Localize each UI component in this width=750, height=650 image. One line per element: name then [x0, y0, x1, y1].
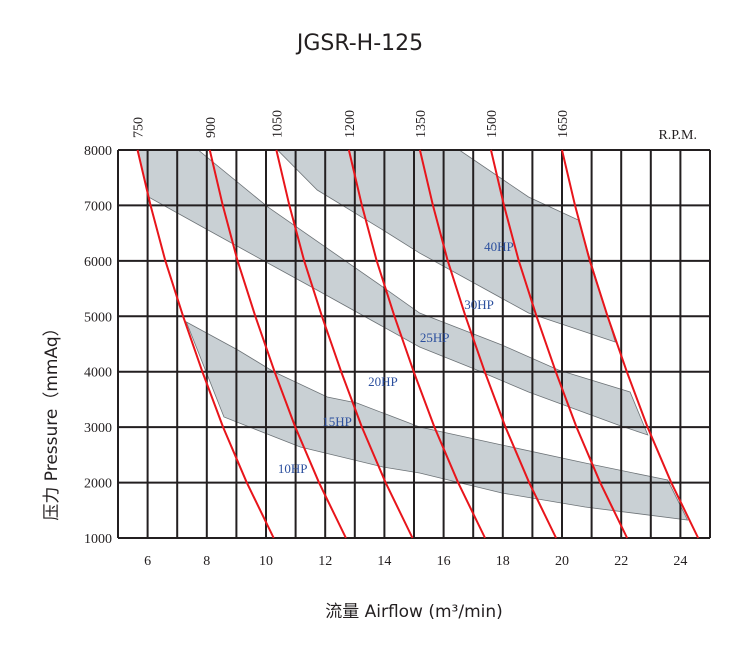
labels: 750 900 1050 1200 1350 1500 1650 6 8 10 12 14 16 18 20…: [84, 110, 687, 569]
rpm-curves: [136, 149, 700, 539]
chart-title: JGSR-H-125: [295, 31, 423, 56]
x-tick-label: 10: [259, 554, 273, 569]
rpm-label: 1350: [414, 110, 429, 138]
rpm-curve-750: [136, 149, 275, 539]
rpm-label: 1050: [270, 110, 285, 138]
y-tick-label: 2000: [84, 477, 112, 492]
x-tick-label: 12: [318, 554, 332, 569]
hp-label: 25HP: [420, 330, 450, 345]
y-axis-label: 压力 Pressure（mmAq）: [42, 319, 62, 520]
rpm-label: 900: [204, 117, 219, 138]
rpm-label: 1200: [343, 110, 358, 138]
y-tick-label: 7000: [84, 199, 112, 214]
x-axis-label: 流量 Airflow (m³/min): [325, 602, 503, 622]
hp-label: 40HP: [484, 239, 514, 254]
x-tick-label: 22: [614, 554, 628, 569]
rpm-curve-1050: [275, 149, 414, 539]
rpm-curve-1500: [489, 149, 629, 539]
rpm-label: 1650: [556, 110, 571, 138]
x-tick-label: 24: [673, 554, 687, 569]
x-tick-label: 18: [496, 554, 510, 569]
hp-label: 10HP: [278, 461, 308, 476]
hp-band: [276, 149, 616, 343]
rpm-curve-1200: [347, 149, 486, 539]
grid: [117, 149, 711, 539]
y-tick-label: 1000: [84, 532, 112, 547]
rpm-label: 1500: [485, 110, 500, 138]
rpm-curve-1650: [561, 149, 700, 539]
x-tick-label: 20: [555, 554, 569, 569]
y-tick-label: 4000: [84, 366, 112, 381]
y-tick-label: 5000: [84, 310, 112, 325]
x-tick-label: 16: [437, 554, 451, 569]
y-tick-label: 8000: [84, 144, 112, 159]
hp-label: 20HP: [368, 374, 398, 389]
y-tick-label: 3000: [84, 421, 112, 436]
hp-label: 30HP: [464, 297, 494, 312]
x-tick-label: 14: [377, 554, 391, 569]
rpm-label: 750: [132, 117, 147, 138]
rpm-curve-900: [208, 149, 347, 539]
rpm-axis-label: R.P.M.: [658, 128, 697, 143]
rpm-curve-1350: [418, 149, 557, 539]
x-tick-label: 6: [144, 554, 151, 569]
hp-label: 15HP: [322, 414, 352, 429]
y-tick-label: 6000: [84, 255, 112, 270]
x-tick-label: 8: [203, 554, 210, 569]
